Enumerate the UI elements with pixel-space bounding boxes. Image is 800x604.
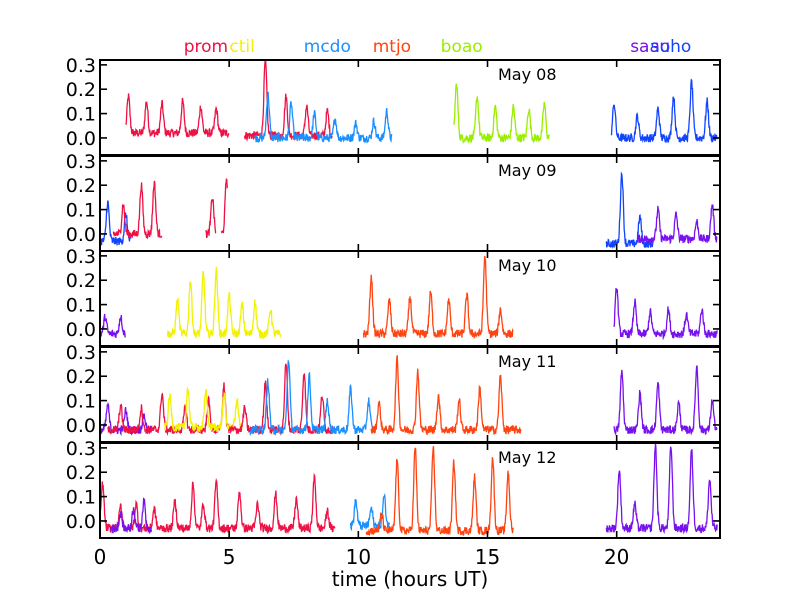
series-line-prom <box>107 382 230 436</box>
panel-date-label: May 10 <box>498 256 557 275</box>
y-tick-label: 0.2 <box>66 175 96 197</box>
series-line-saao <box>99 401 153 437</box>
series-line-saao <box>99 313 126 338</box>
y-tick-label: 0.2 <box>66 270 96 292</box>
x-tick-label: 10 <box>346 545 371 569</box>
series-line-boao <box>453 83 550 145</box>
x-tick-label: 0 <box>94 545 107 569</box>
legend-label-mtjo: mtjo <box>373 37 411 57</box>
series-line-mtjo <box>362 255 514 340</box>
panel-frame <box>99 155 721 252</box>
series-line-prom <box>205 198 217 239</box>
series-line-mtjo <box>370 355 522 436</box>
legend-label-prom: prom <box>184 37 228 57</box>
series-line-suho <box>605 171 654 250</box>
y-tick-label: 0.2 <box>66 462 96 484</box>
panel-date-label: May 11 <box>498 352 557 371</box>
y-tick-label: 0.3 <box>66 246 96 268</box>
series-line-suho <box>99 200 132 246</box>
x-tick-label: 5 <box>223 545 236 569</box>
panel-date-label: May 09 <box>498 161 557 180</box>
y-tick-label: 0.3 <box>66 55 96 77</box>
y-tick-label: 0.1 <box>66 391 96 413</box>
y-tick-label: 0.3 <box>66 342 96 364</box>
series-line-prom <box>112 180 163 240</box>
y-tick-label: 0.1 <box>66 487 96 509</box>
legend-label-saao: saao <box>630 37 670 57</box>
series-line-saao <box>109 497 153 535</box>
x-axis-label: time (hours UT) <box>332 567 489 591</box>
legend-label-boao: boao <box>441 37 483 57</box>
series-line-saao <box>613 288 718 341</box>
y-tick-label: 0.1 <box>66 104 96 126</box>
series-line-prom <box>125 93 230 139</box>
panel-date-label: May 12 <box>498 448 557 467</box>
y-tick-label: 0.1 <box>66 200 96 222</box>
y-tick-label: 0.3 <box>66 151 96 173</box>
series-line-prom <box>220 178 228 234</box>
y-tick-label: 0.2 <box>66 79 96 101</box>
legend-label-suho: suho <box>651 37 692 57</box>
x-tick-label: 15 <box>475 545 500 569</box>
series-line-ctil <box>166 266 282 340</box>
series-line-saao <box>605 443 718 535</box>
series-line-mcdo <box>249 360 375 436</box>
series-line-saao <box>613 365 718 436</box>
legend-label-ctil: ctil <box>229 37 254 57</box>
series-line-mtjo <box>365 446 514 537</box>
y-tick-label: 0.3 <box>66 438 96 460</box>
series-line-prom <box>228 363 333 436</box>
y-tick-label: 0.1 <box>66 295 96 317</box>
y-tick-label: 0.2 <box>66 366 96 388</box>
y-tick-label: 0.0 <box>66 511 96 533</box>
series-line-mcdo <box>254 91 393 144</box>
panel-date-label: May 08 <box>498 65 557 84</box>
x-tick-label: 20 <box>604 545 629 569</box>
series-line-prom <box>244 59 333 142</box>
series-line-mcdo <box>349 492 390 532</box>
y-tick-label: 0.0 <box>66 128 96 150</box>
y-tick-label: 0.0 <box>66 415 96 437</box>
series-line-saao <box>637 204 718 245</box>
series-line-suho <box>610 78 718 144</box>
panel-frame <box>99 442 721 539</box>
legend-label-mcdo: mcdo <box>304 37 351 57</box>
y-tick-label: 0.0 <box>66 319 96 341</box>
series-line-ctil <box>163 386 243 434</box>
y-tick-label: 0.0 <box>66 224 96 246</box>
